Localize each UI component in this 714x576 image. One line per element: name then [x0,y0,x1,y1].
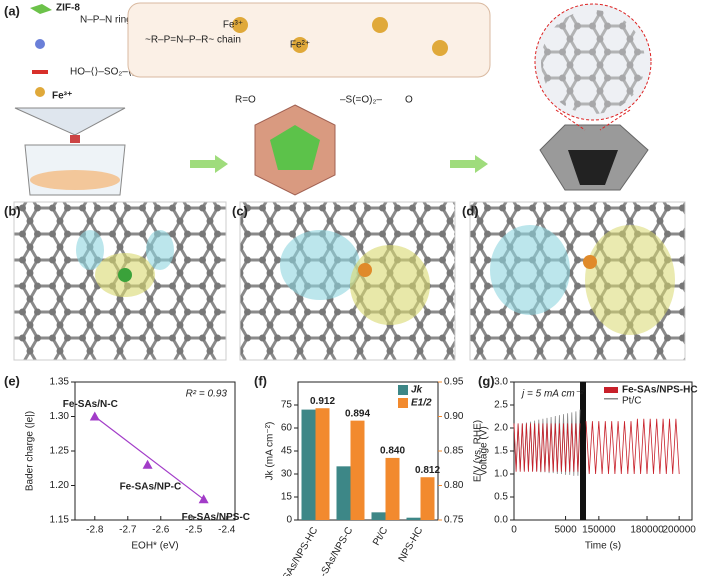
value-label: 0.912 [310,396,335,407]
panel-label: (a) [4,3,20,18]
value-label: 0.812 [415,465,440,476]
x-tick-label: -2.6 [152,525,170,536]
series-line [513,418,680,475]
schematic-label: O [405,95,413,106]
schematic-label: Fe³⁺ [223,20,243,31]
y-tick-label: 2.0 [494,423,508,434]
svg-text:N–P–N ring, Cl: N–P–N ring, Cl [80,15,147,26]
y-tick-label: 0 [286,515,292,526]
legend-label: Jk [411,385,423,396]
panel-label: (g) [478,373,495,388]
legend-swatch [398,385,408,395]
legend-swatch [398,398,408,408]
legend-swatch [604,398,618,400]
annotation: j = 5 mA cm⁻² [520,389,584,400]
panel-label: (e) [4,373,20,388]
x-tick-label: -2.4 [218,525,236,536]
bar [371,512,386,520]
panel-label: (b) [4,203,21,218]
y-tick-label: 30 [281,469,293,480]
y-tick-label: 15 [281,492,293,503]
bar [301,409,316,520]
bar [420,477,435,520]
y-axis-label: Bader charge (|e|) [25,411,36,491]
bar [406,517,421,520]
fit-line [94,416,205,500]
y-tick-label: 1.5 [494,446,508,457]
x-tick-label: -2.8 [86,525,104,536]
point [198,494,209,504]
panel-label: (f) [254,373,267,388]
y-tick-label: 0.5 [494,492,508,503]
y-tick-label: 1.25 [50,446,70,457]
bar [350,420,365,520]
y-tick-label: 1.35 [50,377,70,388]
y-tick-label: 0.95 [444,377,464,388]
svg-text:HO–⟨⟩–SO₂–⟨⟩–OH: HO–⟨⟩–SO₂–⟨⟩–OH [70,67,156,78]
x-tick-label: NPS-HC [397,525,426,564]
bar [336,466,351,520]
x-tick-label: 0 [511,525,517,536]
point [142,459,153,469]
legend-label: Fe-SAs/NPS-HC [622,385,698,396]
x-tick-label: 180000 [630,525,664,536]
y-tick-label: 45 [281,446,293,457]
legend-swatch [604,387,618,393]
schematic-label: R=O [235,95,256,106]
y-tick-label: 0.85 [444,446,464,457]
point-label: Fe-SAs/NPS-C [182,512,250,523]
x-axis-label: EOH* (eV) [131,541,178,552]
bar [315,408,330,520]
schematic-label: Fe³⁺ [52,91,72,102]
y-tick-label: 0.0 [494,515,508,526]
value-label: 0.894 [345,408,370,419]
schematic: N–P–N ring, Cl HO–⟨⟩–SO₂–⟨⟩–OH ~R–P=N–P–… [14,2,652,196]
x-axis-label: Time (s) [585,541,621,552]
y-tick-label: 0.80 [444,480,464,491]
y-tick-label: 1.15 [50,515,70,526]
schematic-label: Fe²⁺ [290,40,310,51]
y-tick-label: 2.5 [494,400,508,411]
y-tick-label: 1.0 [494,469,508,480]
y-axis-label: E/V (vs. RHE) [473,420,484,482]
x-tick-label: 200000 [662,525,696,536]
schematic-label: ZIF-8 [56,3,80,14]
y-tick-label: 1.20 [50,480,70,491]
x-tick-label: 150000 [582,525,616,536]
y-tick-label: 3.0 [494,377,508,388]
legend-label: Pt/C [622,396,641,407]
y-tick-label: 0.75 [444,515,464,526]
x-tick-label: 5000 [554,525,577,536]
x-tick-label: -2.7 [119,525,137,536]
x-tick-label: Pt/C [371,525,390,547]
panel-label: (c) [232,203,248,218]
legend-label: E1/2 [411,398,432,409]
bar [385,457,400,520]
y-tick-label: 60 [281,423,293,434]
value-label: 0.840 [380,446,405,457]
y-axis-label: Jk (mA cm⁻²) [265,422,276,481]
point [89,411,100,421]
y-axis-label: Voltage (V) [479,426,490,475]
annotation: R² = 0.93 [186,389,228,400]
y-tick-label: 0.90 [444,411,464,422]
axis-break [580,382,586,520]
y-tick-label: 75 [281,400,293,411]
x-tick-label: -2.5 [185,525,203,536]
point-label: Fe-SAs/NP-C [120,481,182,492]
svg-text:–S(=O)₂–: –S(=O)₂– [340,95,382,106]
panel-label: (d) [462,203,479,218]
charge-density-panels [13,201,686,361]
y-tick-label: 1.30 [50,411,70,422]
x-tick-label: Fe-SAs/NPS-HC [274,525,321,576]
point-label: Fe-SAs/N-C [63,399,118,410]
svg-text:~R–P=N–P–R~ chain: ~R–P=N–P–R~ chain [145,35,241,46]
